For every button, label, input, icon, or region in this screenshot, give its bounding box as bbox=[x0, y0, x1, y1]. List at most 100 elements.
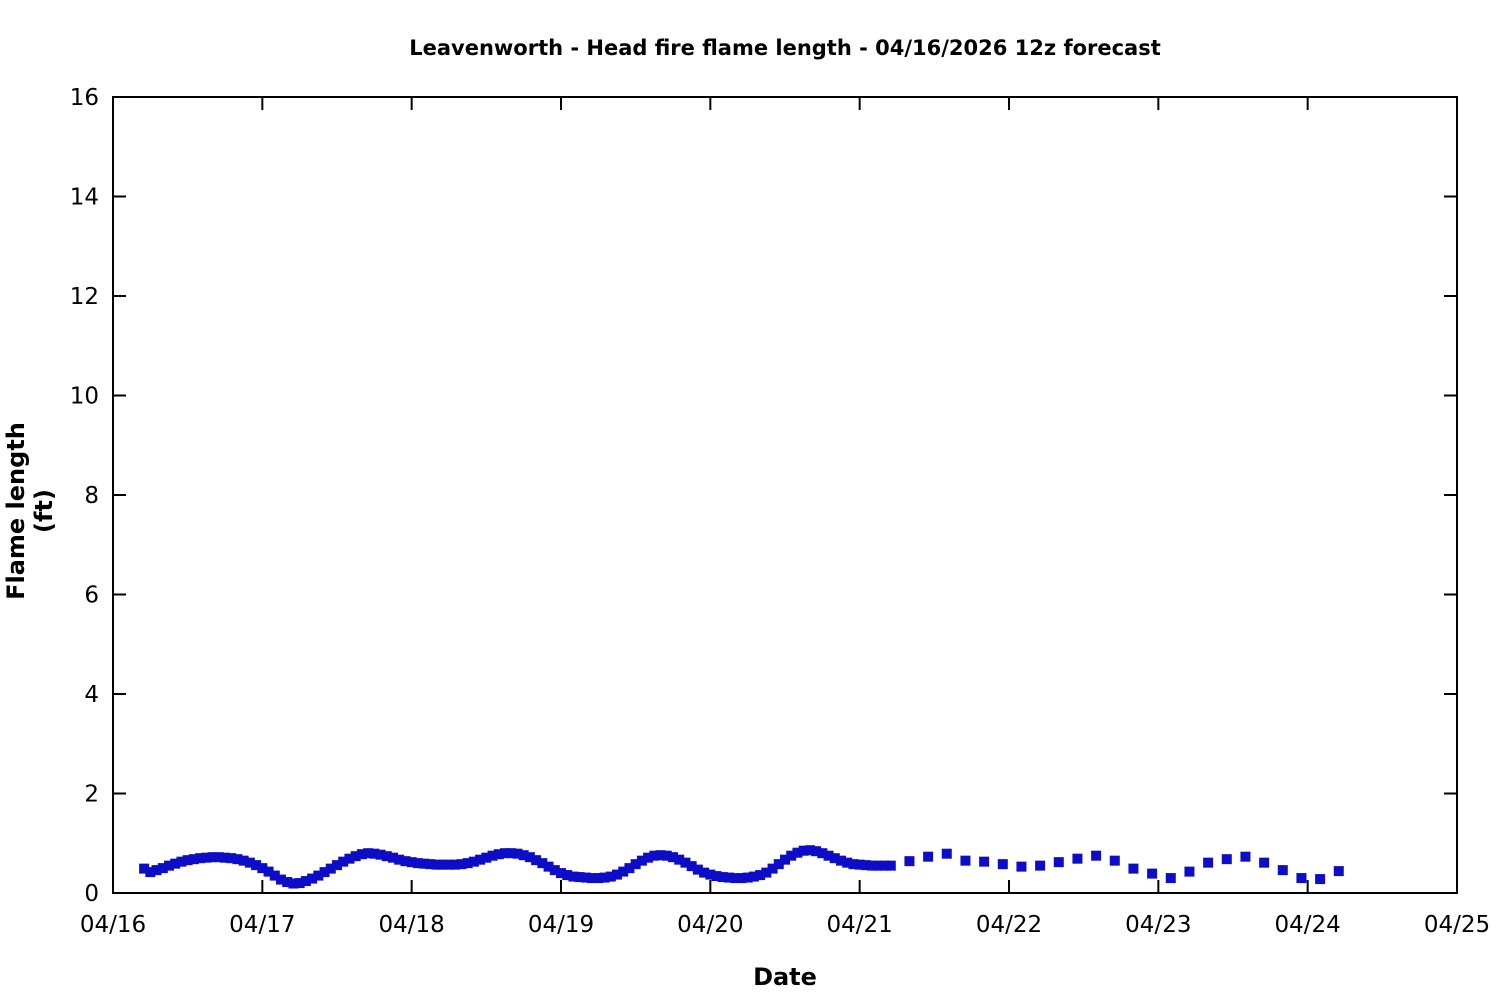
y-tick-label: 10 bbox=[70, 384, 99, 410]
x-tick-label: 04/22 bbox=[976, 912, 1042, 938]
y-tick-label: 2 bbox=[84, 782, 99, 808]
data-point bbox=[412, 858, 423, 869]
data-point bbox=[580, 872, 591, 883]
data-point bbox=[1147, 868, 1158, 879]
data-point bbox=[867, 860, 878, 871]
data-point bbox=[767, 863, 778, 874]
data-point bbox=[748, 871, 759, 882]
data-point bbox=[997, 859, 1008, 870]
data-point bbox=[1184, 866, 1195, 877]
data-point bbox=[232, 854, 243, 865]
data-point bbox=[636, 855, 647, 866]
data-point bbox=[736, 873, 747, 884]
data-point bbox=[276, 874, 286, 885]
data-point bbox=[226, 853, 237, 864]
data-point bbox=[1165, 873, 1176, 884]
data-point bbox=[518, 850, 529, 861]
data-point bbox=[325, 863, 336, 874]
data-point bbox=[257, 863, 268, 874]
data-point bbox=[419, 858, 430, 869]
x-tick-label: 04/19 bbox=[528, 912, 594, 938]
data-point bbox=[879, 860, 890, 871]
data-point bbox=[400, 856, 411, 867]
data-point bbox=[904, 856, 915, 867]
y-tick-label: 16 bbox=[70, 85, 99, 111]
data-point bbox=[1296, 873, 1307, 884]
data-point bbox=[344, 853, 355, 864]
data-point bbox=[170, 858, 181, 869]
chart-title: Leavenworth - Head fire flame length - 0… bbox=[409, 36, 1161, 60]
data-point bbox=[699, 867, 710, 878]
data-point bbox=[201, 852, 212, 863]
data-point bbox=[238, 855, 249, 866]
data-point bbox=[145, 867, 156, 878]
data-point bbox=[1240, 851, 1251, 862]
data-point bbox=[207, 852, 218, 863]
data-point bbox=[1277, 865, 1288, 876]
data-point bbox=[139, 863, 150, 874]
y-tick-label: 14 bbox=[70, 185, 99, 211]
data-point bbox=[1333, 866, 1344, 877]
y-tick-label: 6 bbox=[84, 583, 99, 609]
data-point bbox=[288, 878, 299, 889]
plot-border bbox=[112, 96, 1458, 894]
data-point bbox=[300, 876, 311, 887]
data-point bbox=[213, 852, 224, 863]
data-point bbox=[562, 870, 573, 881]
data-point bbox=[512, 848, 523, 859]
data-point bbox=[848, 859, 859, 870]
data-point bbox=[661, 850, 672, 861]
data-point bbox=[705, 869, 716, 880]
x-tick-label: 04/21 bbox=[827, 912, 893, 938]
y-tick-label: 4 bbox=[84, 682, 99, 708]
data-point bbox=[388, 852, 398, 863]
data-point bbox=[531, 855, 542, 866]
x-tick-label: 04/18 bbox=[379, 912, 445, 938]
data-point bbox=[804, 845, 815, 856]
data-point bbox=[854, 859, 865, 870]
data-point bbox=[730, 873, 741, 884]
data-point bbox=[724, 872, 734, 883]
data-point bbox=[462, 858, 473, 869]
data-point bbox=[792, 847, 803, 858]
x-tick-label: 04/17 bbox=[229, 912, 295, 938]
data-point bbox=[1091, 850, 1102, 861]
data-point bbox=[363, 848, 374, 859]
x-tick-label: 04/25 bbox=[1424, 912, 1490, 938]
data-point bbox=[338, 856, 349, 867]
data-point bbox=[605, 871, 616, 882]
data-point bbox=[1221, 854, 1232, 865]
data-point bbox=[885, 860, 896, 871]
data-point bbox=[543, 861, 554, 872]
data-point bbox=[836, 855, 846, 866]
data-point bbox=[251, 860, 262, 871]
data-point bbox=[817, 848, 828, 859]
data-point bbox=[979, 856, 990, 867]
data-point bbox=[431, 859, 442, 870]
data-point bbox=[630, 859, 641, 870]
data-point bbox=[798, 845, 809, 856]
data-point bbox=[537, 858, 548, 869]
data-point bbox=[269, 870, 280, 881]
data-point bbox=[829, 853, 840, 864]
data-point bbox=[475, 854, 486, 865]
data-point bbox=[244, 857, 255, 868]
data-point bbox=[182, 855, 193, 866]
data-point bbox=[773, 859, 784, 870]
data-point bbox=[873, 860, 884, 871]
data-point bbox=[742, 872, 753, 883]
data-point bbox=[456, 859, 467, 870]
data-point bbox=[425, 859, 436, 870]
data-point bbox=[493, 849, 504, 860]
data-point bbox=[1128, 863, 1139, 874]
data-point bbox=[487, 850, 498, 861]
data-point bbox=[960, 855, 971, 866]
x-tick-label: 04/20 bbox=[677, 912, 743, 938]
data-point bbox=[444, 859, 454, 870]
data-point bbox=[282, 877, 293, 888]
data-point bbox=[941, 848, 952, 859]
data-point bbox=[655, 850, 666, 861]
data-point bbox=[780, 854, 790, 865]
data-point bbox=[369, 848, 380, 859]
x-tick-label: 04/23 bbox=[1125, 912, 1191, 938]
